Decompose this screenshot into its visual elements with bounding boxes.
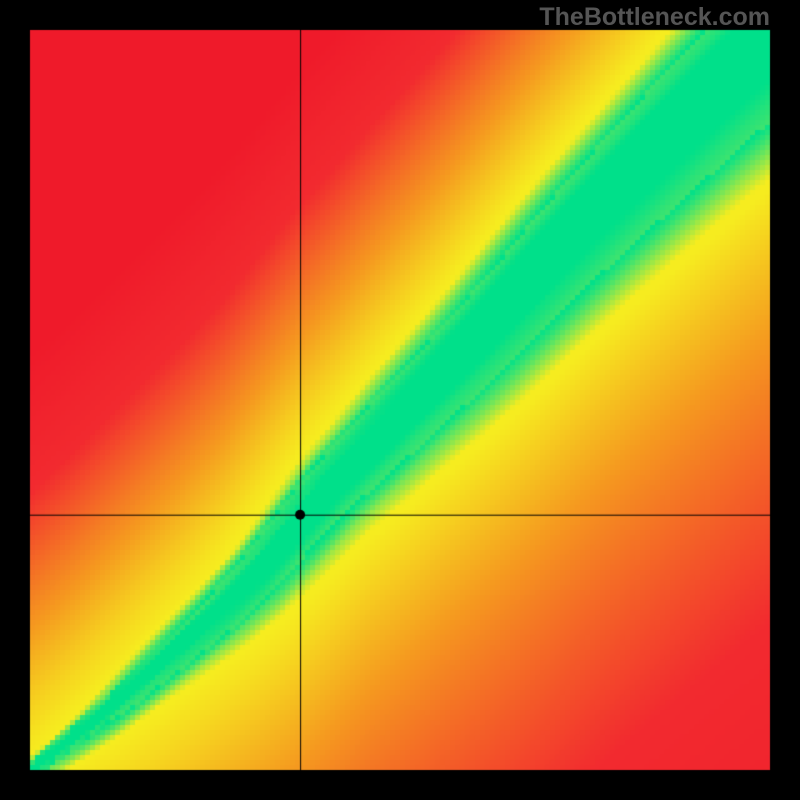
heatmap-canvas xyxy=(0,0,800,800)
watermark-text: TheBottleneck.com xyxy=(539,3,770,32)
